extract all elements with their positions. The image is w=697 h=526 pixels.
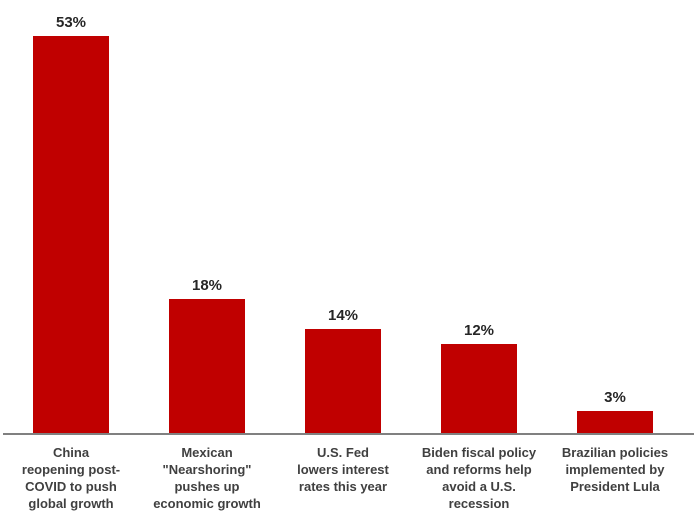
bar-value-label: 18% xyxy=(191,277,223,294)
bar xyxy=(169,299,245,434)
bar xyxy=(441,344,517,434)
category-label: U.S. Fed lowers interest rates this year xyxy=(297,445,389,494)
category-label: Brazilian policies implemented by Presiden… xyxy=(561,445,669,494)
category-label: Mexican "Nearshoring" pushes up economic gr… xyxy=(153,445,261,511)
bar-value-label: 14% xyxy=(327,307,359,324)
bar xyxy=(305,329,381,434)
bar-value-label: 12% xyxy=(463,322,495,339)
bar xyxy=(577,411,653,434)
x-axis-line xyxy=(3,433,694,435)
bar-value-label: 53% xyxy=(55,14,87,31)
bar xyxy=(33,36,109,434)
category-label: China reopening post- COVID to push global … xyxy=(21,445,121,511)
bar-value-label: 3% xyxy=(604,389,626,406)
category-label: Biden fiscal policy and reforms help avoid… xyxy=(421,445,537,511)
